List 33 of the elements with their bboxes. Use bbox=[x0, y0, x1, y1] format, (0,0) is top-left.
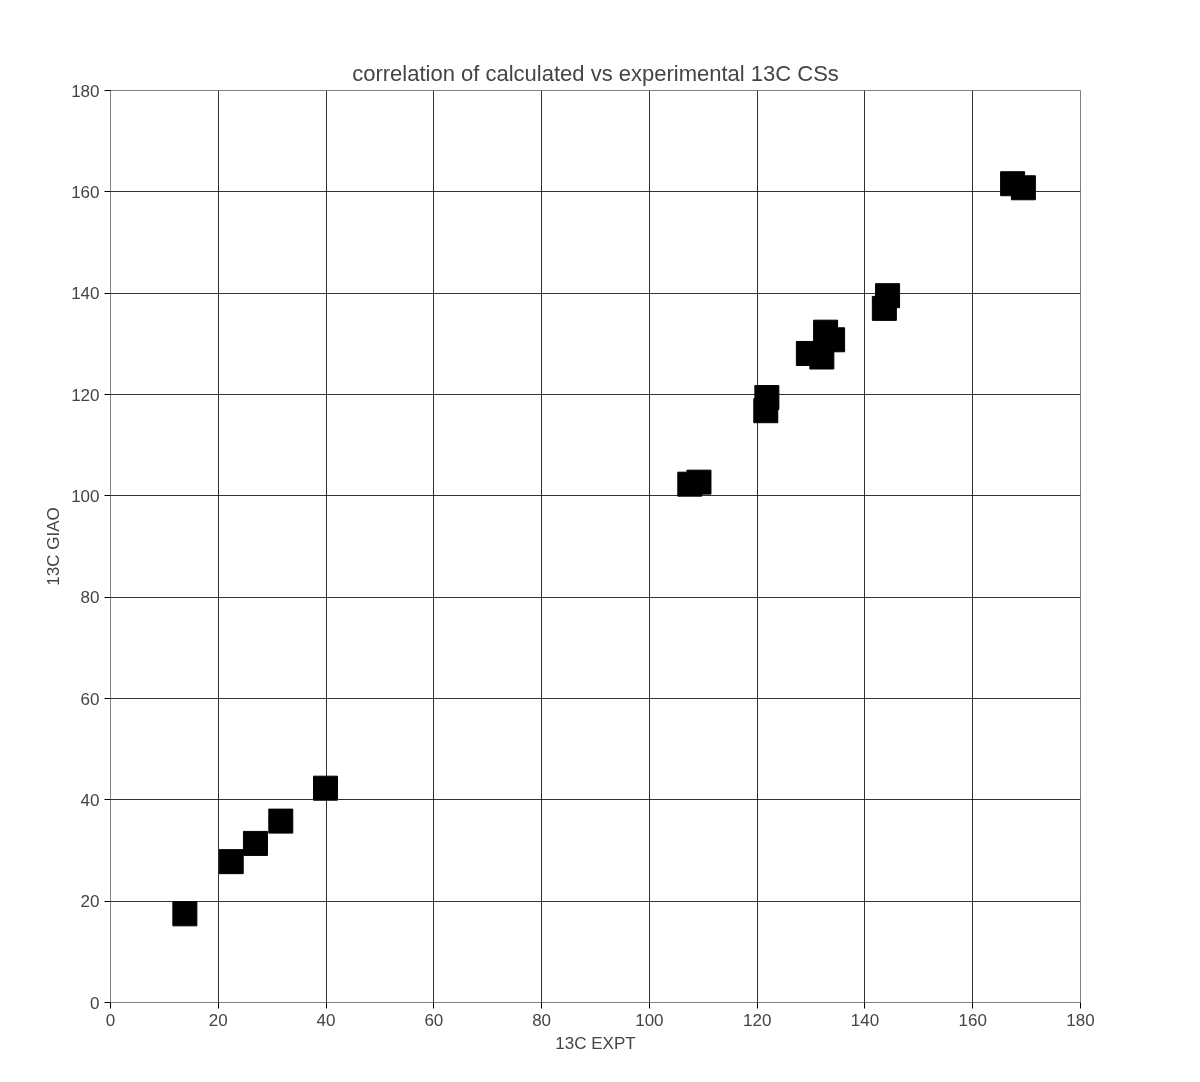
y-tick-label: 60 bbox=[80, 689, 100, 709]
x-tick-label: 180 bbox=[1066, 1010, 1095, 1030]
point bbox=[686, 469, 712, 495]
x-tick-label: 60 bbox=[424, 1010, 444, 1030]
y-tick-label: 180 bbox=[71, 81, 100, 101]
x-tick-label: 80 bbox=[532, 1010, 552, 1030]
y-tick-label: 40 bbox=[80, 790, 100, 810]
x-tick-label: 100 bbox=[635, 1010, 664, 1030]
y-tick-label: 160 bbox=[71, 182, 100, 202]
point bbox=[753, 398, 779, 424]
point bbox=[820, 327, 846, 353]
x-tick-label: 20 bbox=[208, 1010, 228, 1030]
point bbox=[172, 901, 198, 927]
chart-title: correlation of calculated vs experimental 13C CSs bbox=[352, 60, 839, 86]
y-tick-label: 140 bbox=[71, 284, 100, 304]
y-tick-label: 0 bbox=[90, 993, 100, 1013]
x-tick-label: 40 bbox=[316, 1010, 336, 1030]
point bbox=[242, 830, 268, 856]
point bbox=[313, 775, 339, 801]
point bbox=[1010, 175, 1036, 201]
x-tick-label: 160 bbox=[958, 1010, 987, 1030]
point bbox=[218, 849, 244, 875]
y-axis-title: 13C GIAO bbox=[44, 507, 64, 586]
x-tick-label: 0 bbox=[105, 1010, 116, 1030]
point bbox=[268, 808, 294, 834]
y-tick-label: 20 bbox=[80, 892, 100, 912]
x-tick-label: 120 bbox=[742, 1010, 772, 1030]
y-tick-label: 100 bbox=[71, 486, 100, 506]
x-axis-title: 13C EXPT bbox=[555, 1033, 636, 1053]
y-tick-label: 80 bbox=[80, 588, 100, 608]
y-tick-label: 120 bbox=[71, 385, 100, 405]
x-tick-label: 140 bbox=[850, 1010, 880, 1030]
point bbox=[871, 295, 897, 321]
